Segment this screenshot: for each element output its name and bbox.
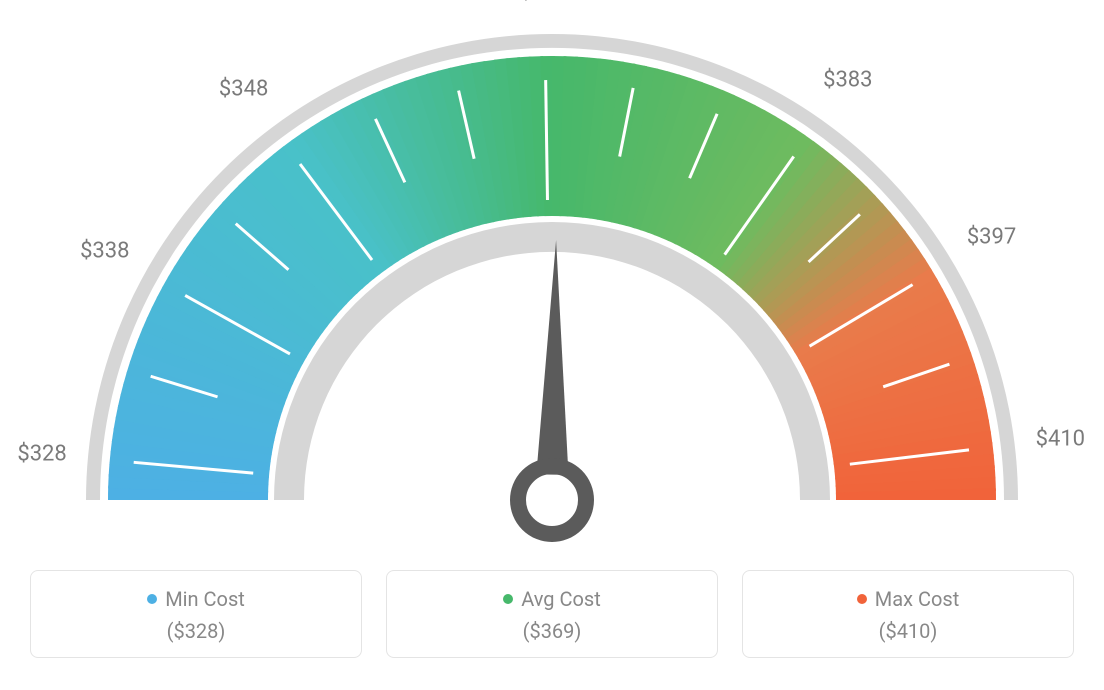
legend-value-max: ($410) (753, 619, 1063, 643)
legend-row: Min Cost ($328) Avg Cost ($369) Max Cost… (0, 570, 1104, 658)
legend-top-max: Max Cost (857, 587, 960, 611)
legend-card-avg: Avg Cost ($369) (386, 570, 718, 658)
gauge-tick-label: $348 (219, 76, 268, 101)
gauge-svg (0, 0, 1104, 560)
dot-avg (503, 594, 513, 604)
legend-card-max: Max Cost ($410) (742, 570, 1074, 658)
gauge-tick-label: $338 (80, 238, 129, 263)
gauge-tick-label: $383 (823, 67, 872, 92)
gauge-tick-label: $397 (967, 225, 1016, 250)
legend-top-avg: Avg Cost (503, 587, 601, 611)
gauge-chart: $328 $338 $348 $369 $383 $397 $410 (0, 0, 1104, 560)
legend-value-avg: ($369) (397, 619, 707, 643)
dot-min (147, 594, 157, 604)
legend-value-min: ($328) (41, 619, 351, 643)
legend-label-max: Max Cost (875, 587, 960, 611)
dot-max (857, 594, 867, 604)
legend-label-avg: Avg Cost (521, 587, 601, 611)
gauge-tick-label: $369 (520, 0, 569, 5)
gauge-tick-label: $328 (17, 442, 66, 467)
gauge-tick-label: $410 (1036, 426, 1085, 451)
legend-top-min: Min Cost (147, 587, 245, 611)
legend-label-min: Min Cost (165, 587, 245, 611)
legend-card-min: Min Cost ($328) (30, 570, 362, 658)
